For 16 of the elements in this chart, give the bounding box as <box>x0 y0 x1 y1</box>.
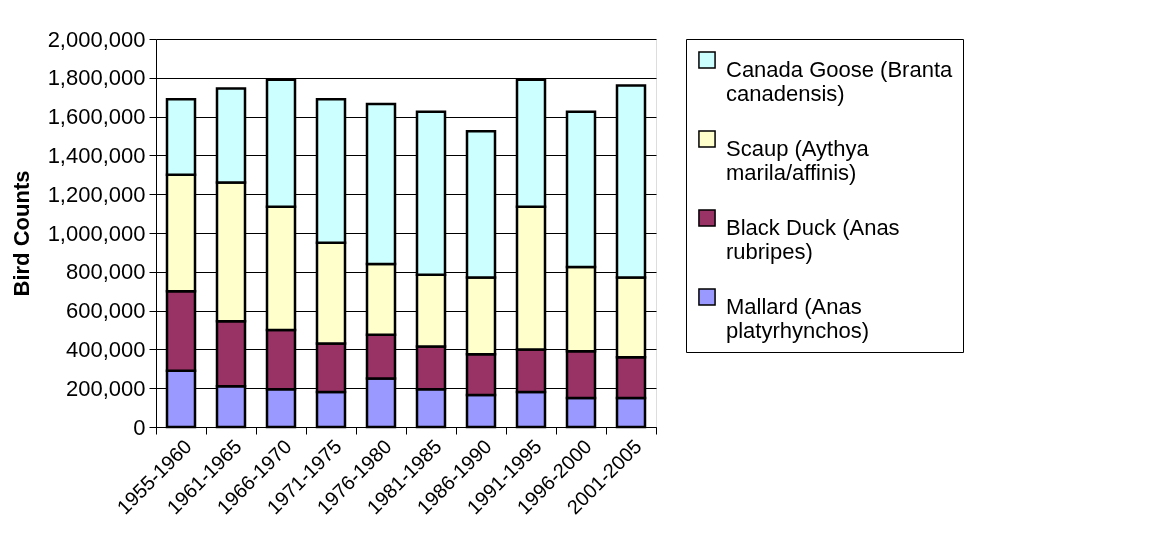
y-tick-label: 1,600,000 <box>47 104 146 130</box>
y-axis-title: Bird Counts <box>8 170 34 297</box>
y-tick-label: 1,200,000 <box>47 181 146 207</box>
y-tick-label: 800,000 <box>65 259 146 285</box>
y-tick-label: 1,000,000 <box>47 220 146 246</box>
y-tick-label: 200,000 <box>65 375 146 401</box>
legend-label: Scaup (Aythya marila/affinis) <box>726 136 870 185</box>
y-tick-label: 400,000 <box>65 336 146 362</box>
y-tick-label: 2,000,000 <box>47 26 146 52</box>
legend-label: Canada Goose (Branta canadensis) <box>726 57 954 106</box>
legend-label: Black Duck (Anas rubripes) <box>726 215 900 264</box>
y-tick-label: 600,000 <box>65 298 146 324</box>
y-tick-label: 0 <box>133 414 146 440</box>
y-tick-label: 1,400,000 <box>47 142 146 168</box>
legend-label: Mallard (Anas platyrhynchos) <box>726 294 870 343</box>
y-tick-label: 1,800,000 <box>47 65 146 91</box>
